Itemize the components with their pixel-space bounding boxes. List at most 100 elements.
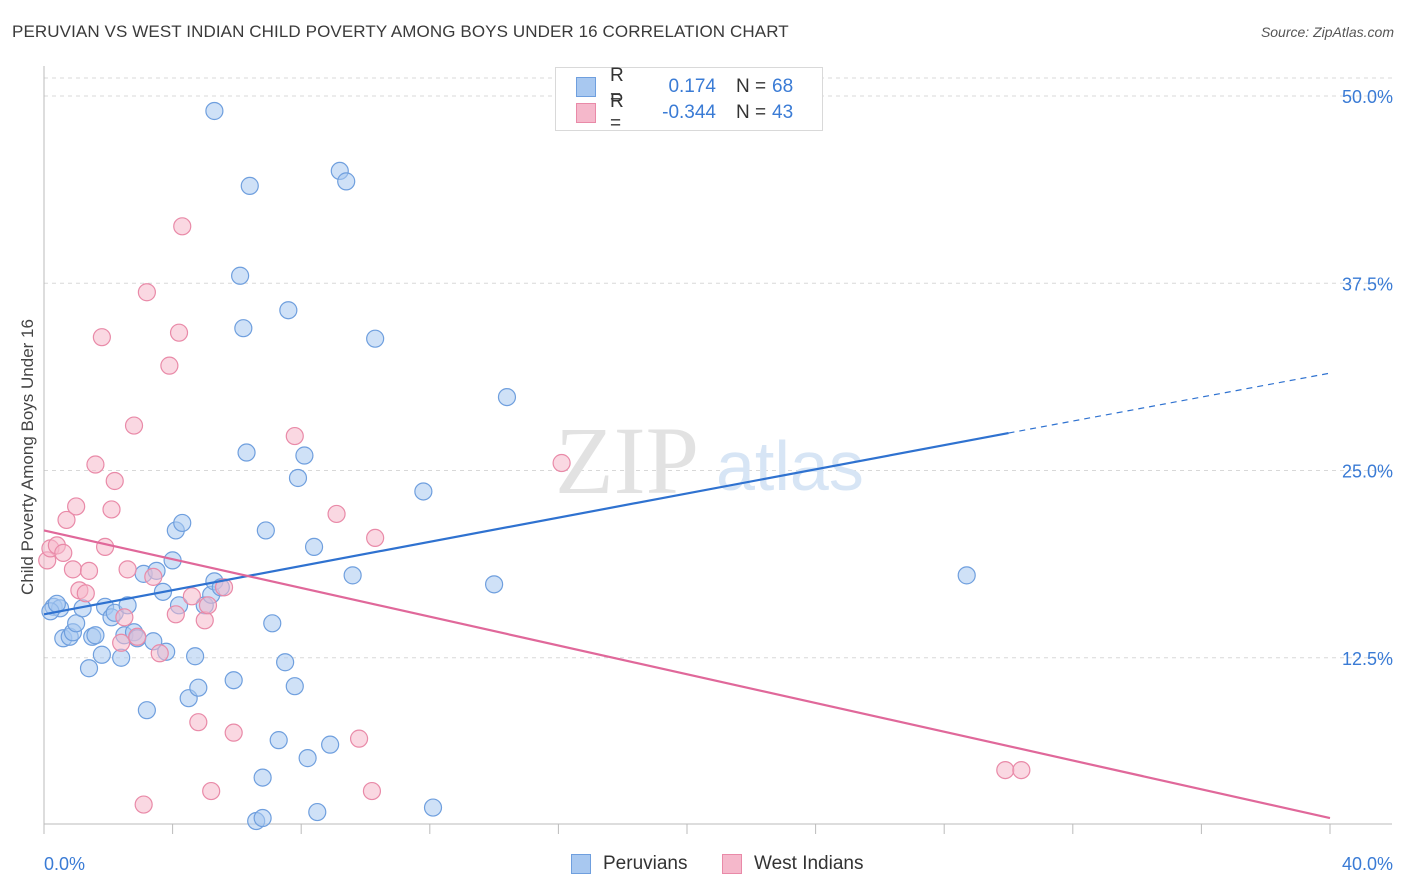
peruvians-trend-extension bbox=[1008, 372, 1331, 434]
west-indian-point bbox=[118, 560, 137, 579]
west-indian-point bbox=[173, 217, 192, 236]
west-indian-point bbox=[54, 543, 73, 562]
y-tick-label: 37.5% bbox=[1342, 274, 1393, 294]
west-indian-point bbox=[67, 497, 86, 516]
peruvian-point bbox=[497, 387, 517, 407]
west-indian-point bbox=[349, 729, 369, 748]
legend-item-peruvians[interactable]: Peruvians bbox=[571, 853, 688, 875]
watermark-zip: ZIP bbox=[555, 407, 699, 514]
peruvian-point bbox=[269, 731, 288, 750]
peruvian-point bbox=[67, 614, 86, 633]
peruvian-point bbox=[173, 513, 192, 533]
peruvian-point bbox=[237, 443, 256, 462]
peruvian-point bbox=[234, 319, 253, 338]
legend-label: West Indians bbox=[754, 853, 864, 874]
west-indian-point bbox=[1012, 760, 1031, 780]
peruvian-point bbox=[288, 468, 308, 488]
west-indian-point bbox=[79, 561, 99, 580]
west-indian-point bbox=[137, 283, 156, 302]
west-indian-point bbox=[63, 560, 83, 579]
peruvian-point bbox=[285, 677, 304, 696]
peruvian-point bbox=[253, 768, 272, 787]
peruvian-point bbox=[957, 566, 976, 585]
chart-title: PERUVIAN VS WEST INDIAN CHILD POVERTY AM… bbox=[12, 22, 789, 41]
y-axis-label: Child Poverty Among Boys Under 16 bbox=[18, 319, 37, 595]
peruvian-point bbox=[366, 329, 385, 348]
west-indian-point bbox=[214, 578, 234, 597]
peruvian-point bbox=[308, 802, 327, 822]
peruvian-point bbox=[253, 808, 272, 828]
peruvian-point bbox=[276, 653, 295, 672]
peruvian-point bbox=[321, 735, 340, 754]
blue-swatch bbox=[571, 854, 591, 874]
peruvian-point bbox=[79, 659, 99, 678]
legend-label: Peruvians bbox=[603, 853, 688, 874]
west-indian-point bbox=[160, 356, 179, 375]
blue-swatch bbox=[576, 77, 596, 97]
peruvian-point bbox=[298, 749, 317, 768]
trend-lines bbox=[43, 372, 1331, 820]
west-indian-point bbox=[124, 416, 144, 435]
peruvians-trend-line bbox=[43, 431, 1009, 616]
peruvian-point bbox=[86, 626, 105, 645]
y-tick-label: 12.5% bbox=[1342, 649, 1393, 669]
r-label: R = bbox=[610, 91, 624, 134]
peruvian-point bbox=[485, 575, 504, 594]
west-indian-point bbox=[128, 627, 147, 646]
west-indian-point bbox=[166, 605, 185, 624]
west-indian-point bbox=[102, 500, 121, 519]
west-indian-point bbox=[76, 584, 95, 603]
peruvian-point bbox=[279, 301, 298, 320]
peruvian-point bbox=[304, 537, 324, 556]
peruvian-point bbox=[240, 176, 259, 195]
r-value: -0.344 bbox=[662, 102, 716, 123]
peruvian-point bbox=[92, 645, 111, 664]
peruvian-point bbox=[263, 614, 282, 633]
west-indian-point bbox=[169, 323, 189, 342]
x-tick-label: 0.0% bbox=[44, 854, 85, 874]
peruvian-point bbox=[343, 566, 362, 585]
peruvian-point bbox=[256, 521, 275, 540]
peruvian-point bbox=[137, 701, 156, 720]
legend-item-west-indians[interactable]: West Indians bbox=[722, 853, 863, 875]
peruvian-point bbox=[186, 647, 205, 666]
west-indian-point bbox=[86, 455, 105, 474]
watermark: ZIP atlas bbox=[555, 407, 864, 514]
pink-swatch bbox=[722, 854, 742, 874]
y-tick-label: 25.0% bbox=[1342, 462, 1393, 482]
west-indian-point bbox=[996, 760, 1015, 780]
west-indian-point bbox=[224, 723, 243, 742]
n-value: 43 bbox=[772, 102, 794, 123]
west-indian-point bbox=[362, 781, 382, 801]
grid-lines bbox=[44, 77, 1392, 659]
west-indian-point bbox=[95, 537, 115, 556]
peruvian-point bbox=[337, 172, 356, 191]
west-indian-point bbox=[195, 611, 214, 630]
peruvian-point bbox=[231, 266, 250, 285]
west-indian-point bbox=[150, 644, 169, 663]
west-indian-point bbox=[189, 713, 208, 732]
r-value: 0.174 bbox=[668, 76, 716, 97]
peruvian-point bbox=[224, 671, 243, 690]
west-indian-point bbox=[198, 596, 218, 615]
watermark-atlas: atlas bbox=[716, 427, 864, 505]
n-label: N = bbox=[736, 76, 767, 97]
peruvian-point bbox=[205, 101, 224, 121]
west-indian-point bbox=[115, 608, 134, 627]
west-indian-point bbox=[552, 453, 571, 473]
west-indian-point bbox=[144, 567, 163, 586]
west-indian-point bbox=[327, 504, 346, 524]
pink-swatch bbox=[576, 103, 596, 123]
peruvian-point bbox=[189, 678, 208, 697]
n-value: 68 bbox=[772, 76, 794, 97]
tick-labels: 12.5% 25.0% 37.5% 50.0% 0.0% 40.0% bbox=[44, 87, 1393, 874]
x-tick-label: 40.0% bbox=[1342, 854, 1393, 874]
west-indians-trend-line bbox=[43, 529, 1331, 820]
legend-row-peruvians: R = 0.174 N = 68 bbox=[576, 65, 794, 108]
west-indian-point bbox=[92, 328, 111, 347]
west-indians-points bbox=[38, 217, 1031, 814]
west-indian-point bbox=[366, 528, 385, 548]
west-indian-point bbox=[112, 633, 131, 652]
series-legend: Peruvians West Indians bbox=[0, 850, 1406, 878]
